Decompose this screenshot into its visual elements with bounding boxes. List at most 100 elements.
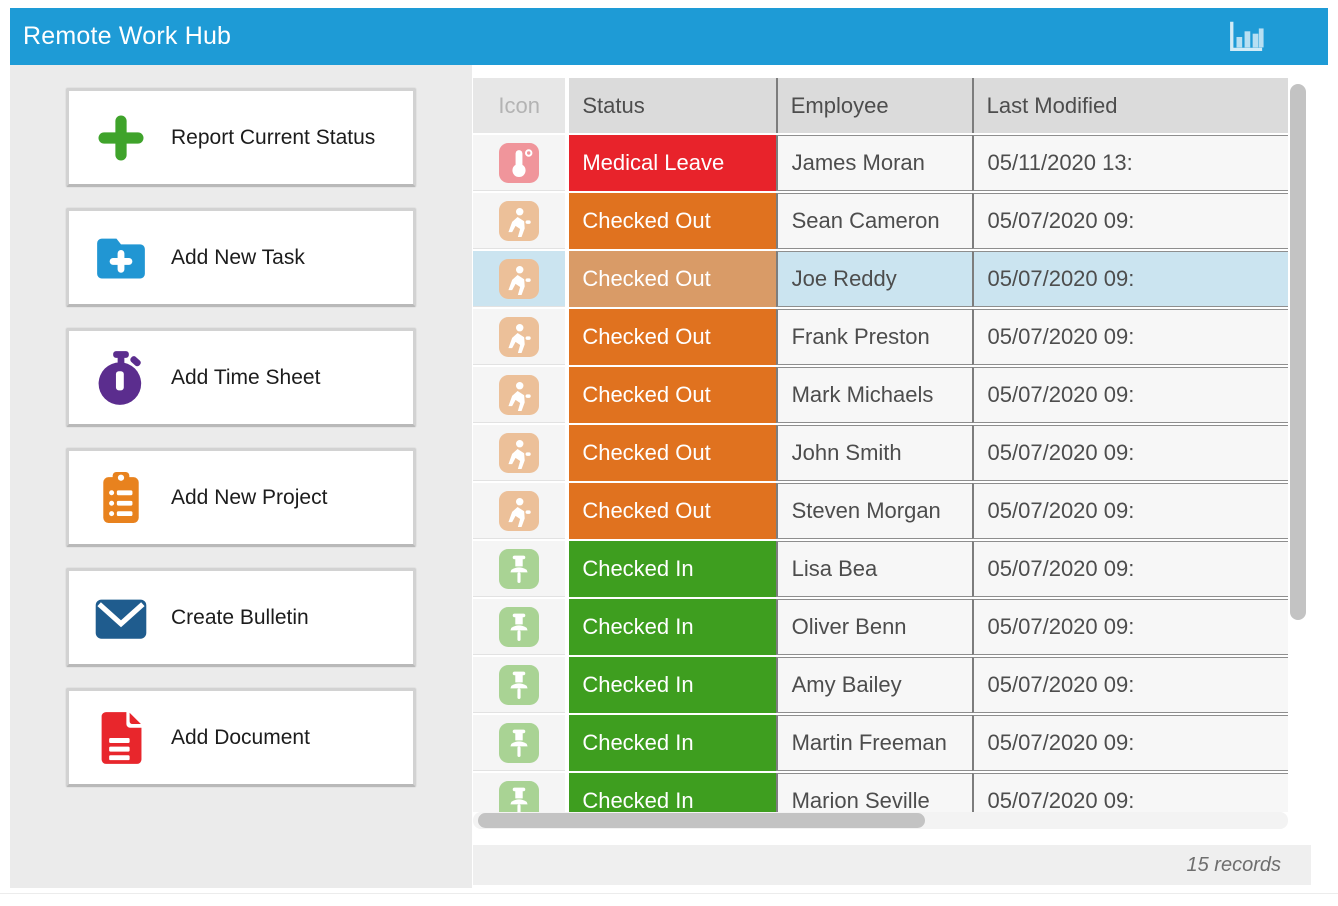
cell-last-modified[interactable]: 05/07/2020 09: (971, 367, 1288, 423)
table-row[interactable]: Checked In Oliver Benn 05/07/2020 09: (473, 599, 1288, 655)
table-row[interactable]: Checked In Martin Freeman 05/07/2020 09: (473, 715, 1288, 771)
cell-employee[interactable]: Martin Freeman (775, 715, 972, 771)
cell-last-modified[interactable]: 05/07/2020 09: (971, 657, 1288, 713)
folder-plus-icon (93, 230, 149, 286)
cell-employee[interactable]: Mark Michaels (775, 367, 972, 423)
cell-status-icon[interactable] (473, 715, 566, 771)
cell-status-icon[interactable] (473, 541, 566, 597)
cell-last-modified[interactable]: 05/07/2020 09: (971, 715, 1288, 771)
window-bottom-divider (0, 893, 1338, 894)
cell-employee[interactable]: Oliver Benn (775, 599, 972, 655)
cell-employee[interactable]: Marion Seville (775, 773, 972, 812)
cell-last-modified[interactable]: 05/07/2020 09: (971, 773, 1288, 812)
cell-last-modified[interactable]: 05/07/2020 09: (971, 541, 1288, 597)
cell-last-modified[interactable]: 05/11/2020 13: (971, 135, 1288, 191)
pushpin-icon (499, 722, 540, 763)
document-icon (93, 710, 149, 766)
sidebar-button-add-new-project[interactable]: Add New Project (66, 448, 416, 547)
sidebar-button-label: Add Document (171, 725, 310, 749)
vertical-scrollbar (1289, 80, 1307, 838)
column-header-status[interactable]: Status (569, 78, 776, 133)
cell-status-icon[interactable] (473, 773, 566, 812)
sidebar-button-create-bulletin[interactable]: Create Bulletin (66, 568, 416, 667)
column-header-icon[interactable]: Icon (473, 78, 566, 133)
bar-chart-icon[interactable] (1226, 18, 1266, 56)
cell-status[interactable]: Medical Leave (569, 135, 776, 191)
sidebar-button-label: Add New Task (171, 245, 305, 269)
cell-status[interactable]: Checked In (569, 541, 776, 597)
cell-status[interactable]: Checked Out (569, 367, 776, 423)
titlebar: Remote Work Hub (10, 8, 1328, 65)
column-header-last-modified[interactable]: Last Modified (971, 78, 1288, 133)
cell-employee[interactable]: Amy Bailey (775, 657, 972, 713)
pushpin-icon (499, 664, 540, 705)
cell-status-icon[interactable] (473, 251, 566, 307)
cell-employee[interactable]: Frank Preston (775, 309, 972, 365)
table-row[interactable]: Checked In Lisa Bea 05/07/2020 09: (473, 541, 1288, 597)
table-row[interactable]: Checked Out Sean Cameron 05/07/2020 09: (473, 193, 1288, 249)
cell-employee[interactable]: Lisa Bea (775, 541, 972, 597)
cell-last-modified[interactable]: 05/07/2020 09: (971, 483, 1288, 539)
clipboard-icon (93, 470, 149, 526)
cell-employee[interactable]: Sean Cameron (775, 193, 972, 249)
table-row[interactable]: Checked Out John Smith 05/07/2020 09: (473, 425, 1288, 481)
sidebar-button-report-current-status[interactable]: Report Current Status (66, 88, 416, 187)
sidebar-button-label: Create Bulletin (171, 605, 309, 629)
cell-last-modified[interactable]: 05/07/2020 09: (971, 425, 1288, 481)
cell-status-icon[interactable] (473, 135, 566, 191)
table-row[interactable]: Checked Out Mark Michaels 05/07/2020 09: (473, 367, 1288, 423)
thermometer-icon (499, 142, 540, 183)
table-row[interactable]: Checked Out Joe Reddy 05/07/2020 09: (473, 251, 1288, 307)
envelope-icon (93, 590, 149, 646)
cell-employee[interactable]: Joe Reddy (775, 251, 972, 307)
sidebar-button-label: Add Time Sheet (171, 365, 321, 389)
cell-status[interactable]: Checked In (569, 599, 776, 655)
cell-employee[interactable]: James Moran (775, 135, 972, 191)
cell-status[interactable]: Checked Out (569, 309, 776, 365)
walk-out-icon (499, 490, 540, 531)
pushpin-icon (499, 780, 540, 812)
cell-status[interactable]: Checked In (569, 657, 776, 713)
walk-out-icon (499, 316, 540, 357)
cell-status[interactable]: Checked Out (569, 251, 776, 307)
walk-out-icon (499, 258, 540, 299)
cell-employee[interactable]: Steven Morgan (775, 483, 972, 539)
cell-last-modified[interactable]: 05/07/2020 09: (971, 193, 1288, 249)
cell-status[interactable]: Checked Out (569, 425, 776, 481)
table-row[interactable]: Checked In Amy Bailey 05/07/2020 09: (473, 657, 1288, 713)
table-row[interactable]: Checked Out Frank Preston 05/07/2020 09: (473, 309, 1288, 365)
cell-employee[interactable]: John Smith (775, 425, 972, 481)
sidebar-button-label: Report Current Status (171, 125, 376, 149)
stopwatch-icon (93, 350, 149, 406)
table-row[interactable]: Medical Leave James Moran 05/11/2020 13: (473, 135, 1288, 191)
cell-status-icon[interactable] (473, 425, 566, 481)
plus-icon (93, 110, 149, 166)
cell-status[interactable]: Checked Out (569, 193, 776, 249)
cell-last-modified[interactable]: 05/07/2020 09: (971, 309, 1288, 365)
table-row[interactable]: Checked In Marion Seville 05/07/2020 09: (473, 773, 1288, 812)
cell-status-icon[interactable] (473, 657, 566, 713)
pushpin-icon (499, 548, 540, 589)
horizontal-scrollbar-thumb[interactable] (478, 813, 925, 828)
cell-status-icon[interactable] (473, 193, 566, 249)
vertical-scrollbar-thumb[interactable] (1290, 84, 1306, 620)
sidebar-button-add-document[interactable]: Add Document (66, 688, 416, 787)
sidebar-button-add-new-task[interactable]: Add New Task (66, 208, 416, 307)
cell-status[interactable]: Checked In (569, 715, 776, 771)
record-count: 15 records (1186, 853, 1282, 876)
sidebar-button-add-time-sheet[interactable]: Add Time Sheet (66, 328, 416, 427)
sidebar-button-label: Add New Project (171, 485, 328, 509)
cell-status-icon[interactable] (473, 309, 566, 365)
cell-last-modified[interactable]: 05/07/2020 09: (971, 251, 1288, 307)
cell-status[interactable]: Checked In (569, 773, 776, 812)
cell-status-icon[interactable] (473, 483, 566, 539)
column-header-employee[interactable]: Employee (775, 78, 972, 133)
cell-status[interactable]: Checked Out (569, 483, 776, 539)
sidebar: Report Current Status Add New Task Add T… (10, 65, 472, 888)
table-row[interactable]: Checked Out Steven Morgan 05/07/2020 09: (473, 483, 1288, 539)
cell-status-icon[interactable] (473, 367, 566, 423)
cell-status-icon[interactable] (473, 599, 566, 655)
walk-out-icon (499, 432, 540, 473)
table-body: Medical Leave James Moran 05/11/2020 13:… (473, 135, 1288, 812)
cell-last-modified[interactable]: 05/07/2020 09: (971, 599, 1288, 655)
